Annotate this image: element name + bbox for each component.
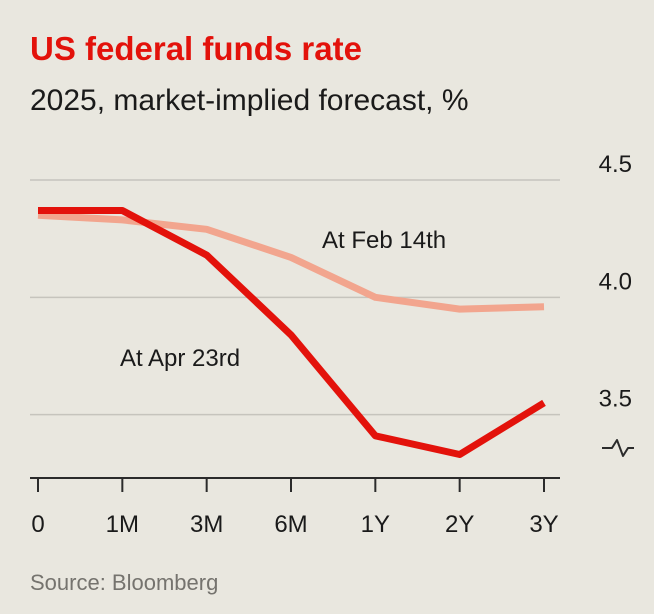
x-tick-label: 3M bbox=[190, 511, 223, 538]
x-tick-label: 1M bbox=[106, 511, 139, 538]
chart-subtitle: 2025, market-implied forecast, % bbox=[30, 84, 469, 117]
y-tick-label: 4.0 bbox=[599, 268, 632, 295]
series-lines bbox=[37, 207, 546, 458]
x-axis: 0 1M 3M 6M 1Y 2Y 3Y bbox=[30, 477, 560, 538]
series-line-apr bbox=[38, 207, 546, 458]
axis-break-mark bbox=[602, 439, 634, 457]
y-tick-label: 3.5 bbox=[599, 386, 632, 413]
source-note: Source: Bloomberg bbox=[30, 570, 218, 595]
x-tick-label: 2Y bbox=[445, 511, 474, 538]
y-tick-labels: 4.5 4.0 3.5 bbox=[599, 151, 632, 413]
series-labels: At Feb 14th At Apr 23rd bbox=[120, 227, 446, 372]
x-tick-label: 3Y bbox=[529, 511, 558, 538]
series-label-apr: At Apr 23rd bbox=[120, 345, 240, 372]
gridlines bbox=[30, 179, 560, 416]
series-line-feb bbox=[37, 211, 545, 313]
y-tick-label: 4.5 bbox=[599, 151, 632, 178]
x-tick-label: 0 bbox=[31, 511, 44, 538]
series-label-feb: At Feb 14th bbox=[322, 227, 446, 254]
chart-title: US federal funds rate bbox=[30, 30, 362, 67]
x-tick-label: 6M bbox=[274, 511, 307, 538]
x-tick-label: 1Y bbox=[361, 511, 390, 538]
axis-break-icon bbox=[602, 439, 634, 457]
